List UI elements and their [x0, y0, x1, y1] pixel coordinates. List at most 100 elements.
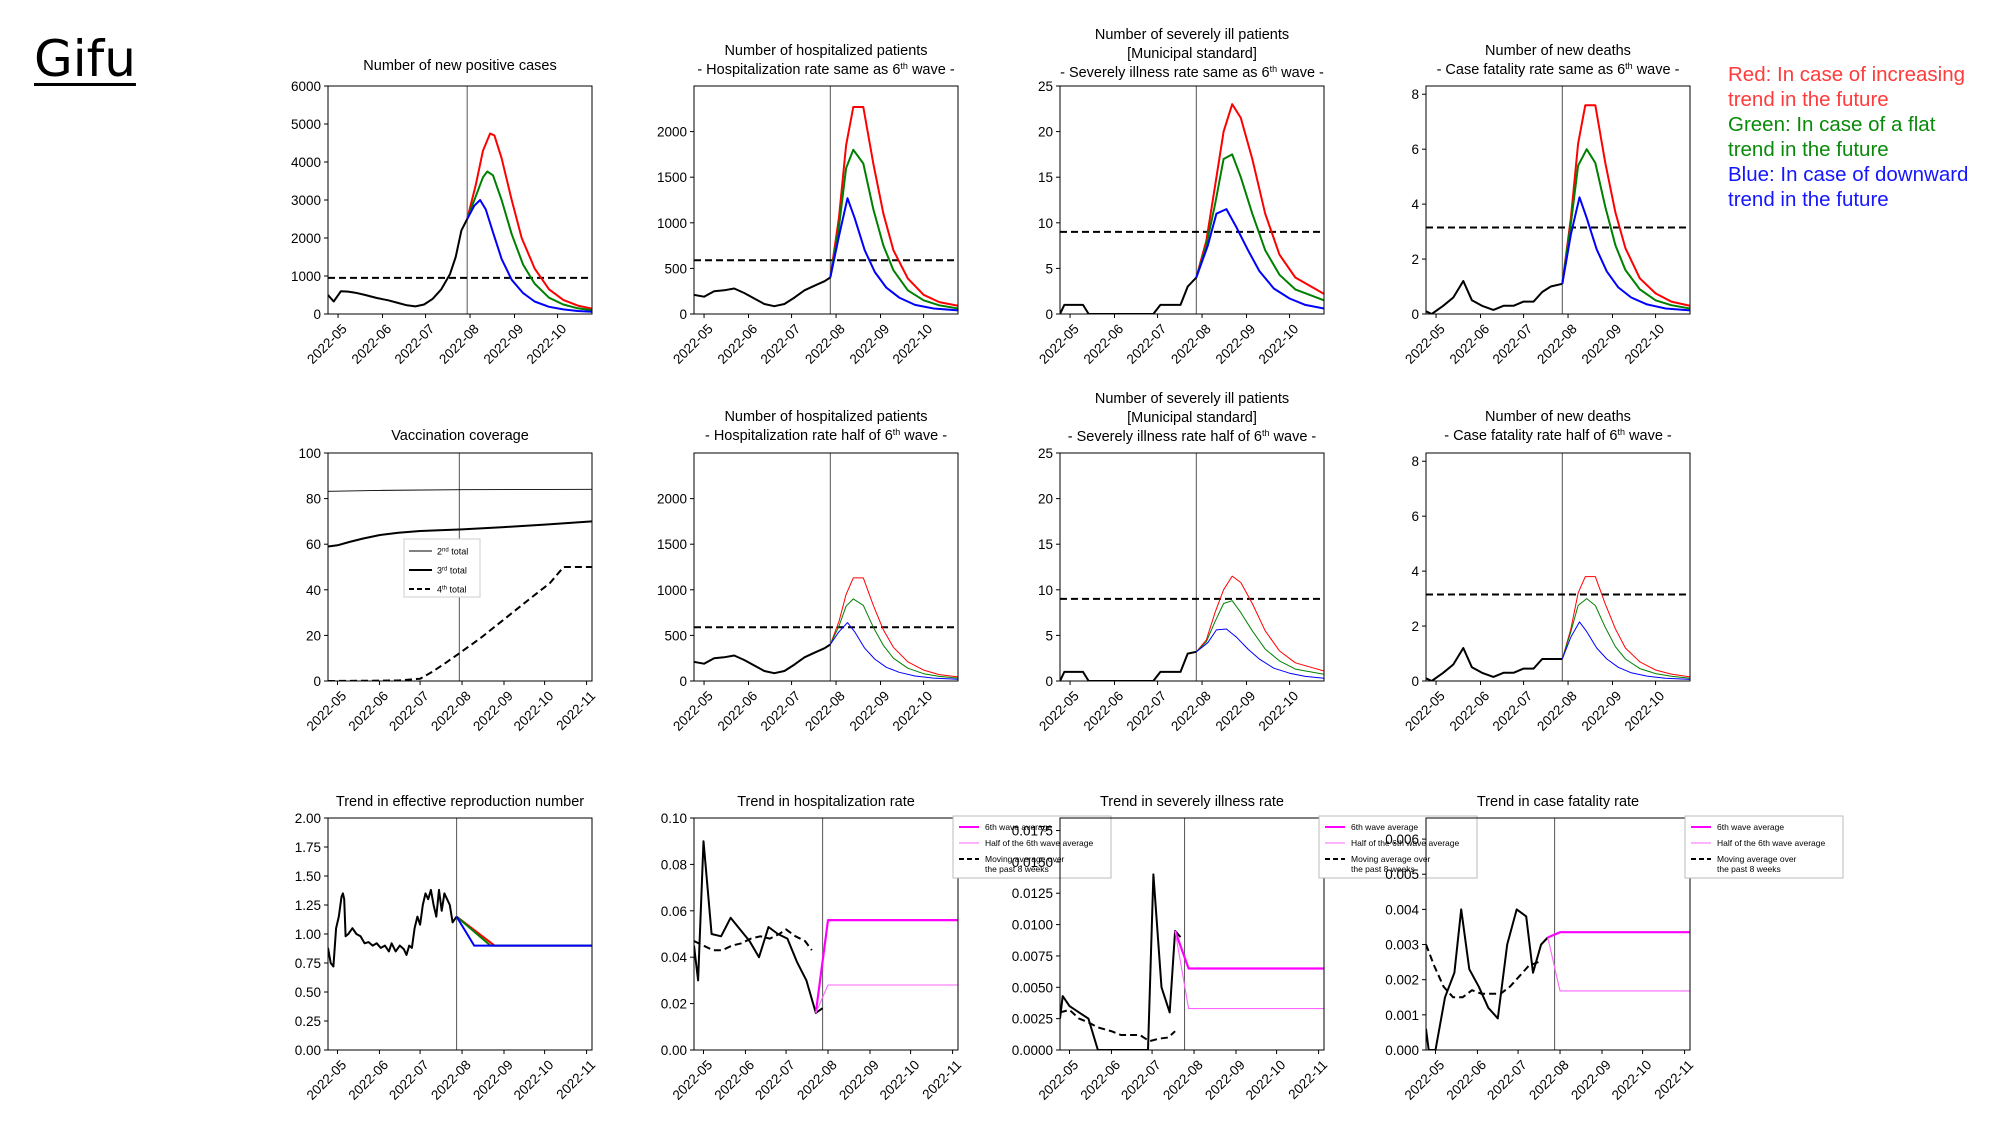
legend-label: 3rd total	[437, 566, 467, 576]
series-dose3	[328, 520, 592, 548]
x-tick-label: 2022-06	[1447, 688, 1493, 734]
x-tick-label: 2022-10	[1243, 1057, 1289, 1103]
series-observed	[1060, 276, 1198, 314]
plot-area	[1060, 86, 1324, 314]
chart-legend	[1318, 815, 1478, 879]
axes-frame	[1425, 452, 1691, 682]
x-tick-label: 2022-09	[1579, 321, 1625, 367]
y-tick-label: 1000	[291, 269, 321, 284]
x-tick-label: 2022-08	[1160, 1057, 1206, 1103]
series-flat	[1561, 148, 1690, 310]
chart-title: Number of severely ill patients	[1095, 27, 1289, 43]
chart-title: [Municipal standard]	[1127, 46, 1257, 62]
y-tick-label: 0.0100	[1012, 918, 1053, 933]
y-tick-label: 0	[679, 307, 687, 322]
y-tick-label: 0.0075	[1012, 949, 1053, 964]
x-tick-label: 2022-10	[1622, 321, 1668, 367]
y-tick-label: 0.00	[661, 1043, 687, 1058]
y-tick-label: 25	[1038, 446, 1053, 461]
legend-label: 6th wave average	[1717, 822, 1784, 832]
chart-title: Number of severely ill patients	[1095, 391, 1289, 407]
x-tick-label: 2022-09	[847, 688, 893, 734]
x-tick-label: 2022-06	[1444, 1057, 1490, 1103]
y-tick-label: 0.0175	[1012, 824, 1053, 839]
series-observed	[694, 840, 824, 1014]
x-tick-label: 2022-06	[1447, 321, 1493, 367]
series-moving	[694, 928, 813, 952]
y-tick-label: 5	[1045, 261, 1053, 276]
series-downward	[829, 622, 958, 680]
chart-legend	[403, 538, 481, 598]
series-increasing	[455, 915, 592, 947]
x-tick-label: 2022-09	[470, 1057, 516, 1103]
chart-title: Trend in hospitalization rate	[737, 794, 915, 810]
x-tick-label: 2022-05	[304, 321, 350, 367]
plot-area	[694, 818, 958, 1050]
x-tick-label: 2022-07	[1124, 688, 1170, 734]
x-tick-label: 2022-08	[802, 688, 848, 734]
x-tick-label: 2022-09	[847, 321, 893, 367]
x-tick-label: 2022-10	[1256, 688, 1302, 734]
axes-frame	[693, 817, 959, 1051]
y-tick-label: 15	[1038, 537, 1053, 552]
chart-new-cases: Number of new positive cases 0 1000 2000 300…	[291, 58, 593, 367]
chart-legend	[1684, 815, 1844, 879]
y-tick-label: 0	[1045, 307, 1053, 322]
y-tick-label: 25	[1038, 79, 1053, 94]
series-increasing	[1195, 103, 1324, 295]
series-downward	[455, 916, 592, 947]
plot-area	[328, 818, 592, 1050]
chart-title: - Hospitalization rate half of 6th wave …	[705, 427, 947, 444]
y-tick-label: 4	[1411, 564, 1419, 579]
series-observed	[1426, 647, 1563, 681]
chart-title: Number of new deaths	[1485, 409, 1631, 425]
x-tick-label: 2022-06	[346, 688, 392, 734]
series-observed	[328, 888, 458, 968]
x-tick-label: 2022-08	[1526, 1057, 1572, 1103]
plot-area	[1426, 86, 1690, 314]
x-tick-label: 2022-05	[1036, 321, 1082, 367]
x-tick-label: 2022-06	[715, 688, 761, 734]
legend-red-line2: trend in the future	[1728, 88, 1889, 111]
x-tick-label: 2022-11	[919, 1057, 964, 1102]
x-tick-label: 2022-09	[1568, 1057, 1614, 1103]
y-tick-label: 0.00	[295, 1043, 321, 1058]
y-tick-label: 0.75	[295, 956, 321, 971]
x-tick-label: 2022-05	[1036, 1057, 1082, 1103]
x-tick-label: 2022-10	[890, 321, 936, 367]
y-tick-label: 0.25	[295, 1014, 321, 1029]
x-tick-label: 2022-08	[436, 321, 482, 367]
axes-frame	[1059, 85, 1325, 315]
plot-area	[328, 86, 592, 314]
chart-rt-trend: Trend in effective reproduction number 0.…	[295, 794, 599, 1103]
series-increasing	[829, 577, 958, 678]
series-half_sixth	[1547, 937, 1690, 992]
chart-hosp-half: Number of hospitalized patients - Hospita…	[657, 409, 959, 734]
x-tick-label: 2022-08	[1168, 688, 1214, 734]
y-tick-label: 1.25	[295, 898, 321, 913]
chart-title: - Case fatality rate same as 6th wave -	[1437, 61, 1680, 78]
axes-frame	[327, 452, 593, 682]
x-tick-label: 2022-06	[349, 321, 395, 367]
y-tick-label: 1500	[657, 537, 687, 552]
chart-title: - Hospitalization rate same as 6th wave …	[697, 61, 955, 78]
x-tick-label: 2022-10	[877, 1057, 923, 1103]
y-tick-label: 2.00	[295, 811, 321, 826]
series-moving	[1060, 1008, 1176, 1043]
y-tick-label: 0.005	[1385, 867, 1419, 882]
plot-area	[1060, 818, 1324, 1050]
y-tick-label: 0	[313, 674, 321, 689]
page-title: Gifu	[34, 30, 136, 88]
legend-label: 2nd total	[437, 547, 468, 557]
series-downward	[1195, 628, 1324, 679]
chart-title: Vaccination coverage	[391, 428, 529, 444]
chart-title: [Municipal standard]	[1127, 410, 1257, 426]
series-flat	[829, 148, 958, 310]
x-tick-label: 2022-05	[1402, 321, 1448, 367]
series-flat	[1195, 153, 1324, 302]
series-observed	[1060, 650, 1197, 681]
y-tick-label: 0.10	[661, 811, 687, 826]
y-tick-label: 15	[1038, 170, 1053, 185]
legend-blue-line2: trend in the future	[1728, 188, 1889, 211]
y-tick-label: 0.000	[1385, 1043, 1419, 1058]
